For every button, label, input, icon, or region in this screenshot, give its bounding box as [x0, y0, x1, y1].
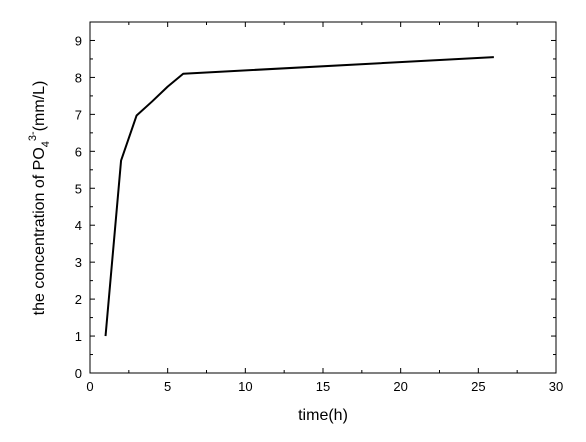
x-tick-label: 10 [238, 379, 252, 394]
series-line [104, 56, 494, 337]
y-axis-ticks: 0 1 2 3 4 5 6 7 8 9 [75, 33, 556, 381]
y-axis-title-subscript: 4 [40, 141, 52, 147]
x-tick-label: 5 [164, 379, 171, 394]
x-axis-title: time(h) [298, 407, 348, 424]
y-tick-label: 3 [75, 255, 82, 270]
x-tick-label: 25 [471, 379, 485, 394]
plot-frame [89, 21, 557, 374]
x-tick-label: 15 [316, 379, 330, 394]
x-tick-label: 30 [549, 379, 563, 394]
y-tick-label: 0 [75, 366, 82, 381]
y-axis-title: the concentration of PO43-(mm/L) [27, 81, 52, 316]
y-axis-title-prefix: the concentration of PO [31, 147, 48, 315]
x-axis-ticks: 0 5 10 15 20 25 30 [86, 22, 563, 394]
y-tick-label: 5 [75, 181, 82, 196]
y-tick-label: 7 [75, 107, 82, 122]
x-tick-label: 0 [86, 379, 93, 394]
x-tick-label: 20 [393, 379, 407, 394]
y-axis-title-superscript: 3- [27, 131, 39, 141]
y-tick-label: 4 [75, 218, 82, 233]
y-axis-title-suffix: (mm/L) [31, 81, 48, 132]
series-layer [104, 56, 494, 337]
y-tick-label: 6 [75, 144, 82, 159]
y-tick-label: 1 [75, 329, 82, 344]
y-tick-label: 9 [75, 33, 82, 48]
y-tick-label: 8 [75, 70, 82, 85]
y-tick-label: 2 [75, 292, 82, 307]
